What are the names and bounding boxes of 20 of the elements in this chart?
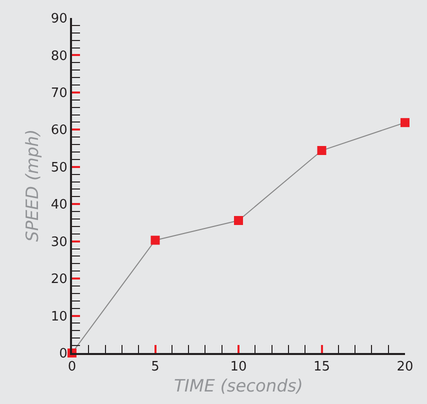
point	[150, 236, 160, 245]
x-tick-label: 20	[396, 360, 414, 375]
point	[234, 216, 243, 225]
y-tick-label: 70	[50, 86, 68, 101]
y-tick-label: 0	[59, 346, 68, 362]
x-tick-label: 10	[230, 360, 247, 375]
x-tick-label: 15	[313, 360, 330, 375]
x-tick-label: 5	[151, 360, 160, 375]
x-axis-title: TIME (seconds)	[174, 376, 303, 396]
y-tick-label: 80	[50, 48, 68, 64]
y-tick-label: 10	[50, 309, 68, 324]
point	[317, 146, 326, 156]
y-tick-label: 40	[50, 198, 68, 213]
y-tick-label: 50	[50, 160, 68, 176]
y-tick-label: 30	[50, 234, 68, 250]
point	[400, 118, 410, 128]
y-tick-label: 60	[50, 123, 68, 138]
y-tick-label: 20	[50, 272, 68, 288]
y-axis-title: SPEED (mph)	[22, 129, 43, 242]
y-tick-label: 90	[50, 12, 68, 27]
